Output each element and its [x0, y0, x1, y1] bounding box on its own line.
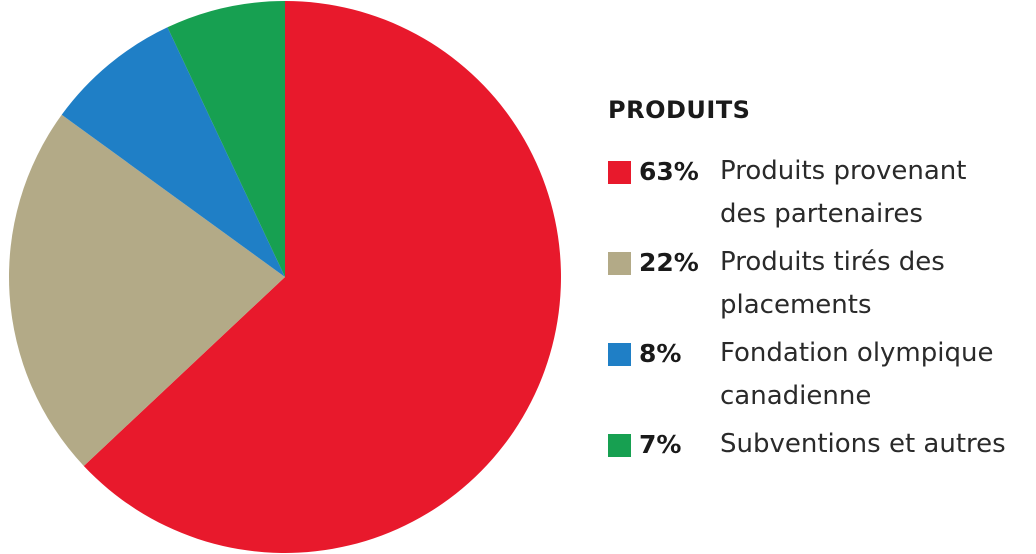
- legend-item-partenaires: 63% Produits provenant des partenaires: [608, 150, 1028, 236]
- legend-title: PRODUITS: [608, 96, 751, 124]
- legend-swatch-partenaires: [608, 161, 631, 184]
- legend-swatch-subventions: [608, 434, 631, 457]
- legend-label-subventions: Subventions et autres: [720, 429, 1006, 459]
- pie-slice-subventions: [167, 1, 285, 277]
- legend-label-partenaires: Produits provenant des partenaires: [720, 156, 967, 229]
- legend-percent-subventions: 7%: [639, 430, 682, 459]
- pie-slice-placements: [8, 114, 285, 466]
- legend-swatch-fondation: [608, 343, 631, 366]
- pie-slice-fondation: [61, 27, 286, 277]
- pie-slice-partenaires: [83, 1, 561, 553]
- legend-swatch-placements: [608, 252, 631, 275]
- legend: PRODUITS 63% Produits provenant des part…: [608, 96, 1028, 471]
- legend-item-placements: 22% Produits tirés des placements: [608, 241, 1028, 327]
- legend-percent-partenaires: 63%: [639, 157, 699, 186]
- legend-percent-fondation: 8%: [639, 339, 682, 368]
- legend-label-fondation: Fondation olympique canadienne: [720, 338, 994, 411]
- legend-percent-placements: 22%: [639, 248, 699, 277]
- legend-item-subventions: 7% Subventions et autres: [608, 423, 1028, 466]
- pie-chart: [8, 1, 561, 553]
- legend-item-fondation: 8% Fondation olympique canadienne: [608, 332, 1028, 418]
- legend-label-placements: Produits tirés des placements: [720, 247, 945, 320]
